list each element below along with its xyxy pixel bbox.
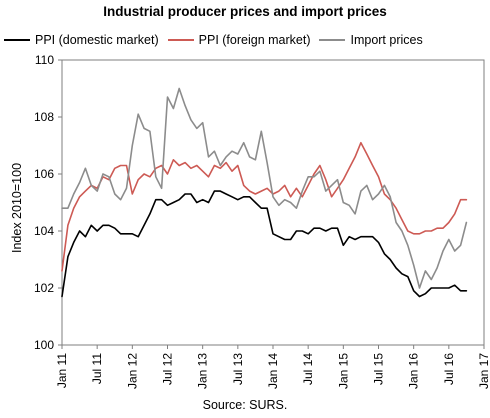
series-line-import-prices [61, 87, 468, 289]
legend-item-import: Import prices [319, 33, 423, 47]
plot-area-frame [61, 59, 485, 346]
legend-label-domestic: PPI (domestic market) [35, 33, 159, 47]
y-tick-label: 108 [34, 110, 54, 124]
x-tick-label: Jul 14 [301, 353, 315, 385]
x-tick-label: Jul 16 [442, 353, 456, 385]
x-tick-label: Jul 12 [161, 353, 175, 385]
y-axis-title: Index 2010=100 [10, 163, 24, 253]
legend-item-foreign: PPI (foreign market) [167, 33, 311, 47]
x-tick-label: Jul 13 [231, 353, 245, 385]
y-tick-label: 110 [35, 53, 54, 67]
chart-title: Industrial producer prices and import pr… [103, 4, 387, 19]
x-tick-label: Jan 15 [336, 353, 350, 389]
legend-item-domestic: PPI (domestic market) [4, 33, 159, 47]
legend-swatch-foreign [167, 39, 194, 41]
legend-label-import: Import prices [350, 33, 423, 47]
x-tick-label: Jan 14 [266, 353, 280, 389]
y-tick-label: 102 [34, 281, 54, 295]
legend-swatch-import [319, 39, 346, 41]
y-tick-label: 104 [34, 224, 54, 238]
legend-swatch-domestic [4, 39, 30, 41]
legend-label-foreign: PPI (foreign market) [198, 33, 311, 47]
x-tick-label: Jan 16 [407, 353, 421, 389]
y-tick-label: 100 [34, 338, 54, 352]
chart-legend: PPI (domestic market) PPI (foreign marke… [4, 31, 490, 49]
x-tick-label: Jul 15 [372, 353, 386, 385]
series-line-ppi-foreign [61, 141, 468, 272]
x-tick-label: Jan 12 [125, 353, 139, 389]
chart-source: Source: SURS. [202, 398, 288, 412]
x-tick-label: Jul 11 [90, 353, 104, 384]
x-tick-label: Jan 13 [196, 353, 210, 389]
series-line-ppi-domestic [61, 190, 468, 298]
x-tick-label: Jan 11 [55, 353, 69, 388]
x-tick-label: Jan 17 [477, 353, 490, 389]
y-tick-label: 106 [34, 167, 54, 181]
